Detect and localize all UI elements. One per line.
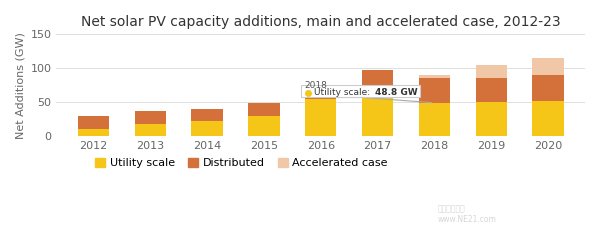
Bar — [419, 78, 450, 103]
Bar — [476, 78, 507, 102]
FancyBboxPatch shape — [301, 85, 420, 97]
Bar — [476, 102, 507, 136]
Bar — [134, 111, 166, 124]
Bar — [305, 99, 337, 136]
Text: 2018: 2018 — [305, 81, 328, 90]
Text: 2018
● Utility scale: 48.8 GW: 2018 ● Utility scale: 48.8 GW — [0, 251, 1, 252]
Bar — [532, 75, 563, 101]
Bar — [78, 116, 109, 129]
Bar — [419, 103, 450, 136]
Bar — [248, 103, 280, 116]
Bar — [191, 121, 223, 136]
Bar — [191, 109, 223, 121]
Bar — [362, 92, 393, 136]
Bar — [532, 58, 563, 75]
Bar — [476, 65, 507, 78]
Title: Net solar PV capacity additions, main and accelerated case, 2012-23: Net solar PV capacity additions, main an… — [81, 15, 560, 29]
Text: 世纪新能源网
www.NE21.com: 世纪新能源网 www.NE21.com — [438, 204, 497, 224]
Bar — [532, 101, 563, 136]
Bar — [134, 124, 166, 136]
Text: 48.8 GW: 48.8 GW — [375, 88, 418, 97]
Bar — [248, 116, 280, 136]
Y-axis label: Net Additions (GW): Net Additions (GW) — [15, 32, 25, 139]
Text: Utility scale:: Utility scale: — [314, 88, 373, 97]
Bar — [362, 70, 393, 92]
Legend: Utility scale, Distributed, Accelerated case: Utility scale, Distributed, Accelerated … — [91, 154, 392, 173]
Bar — [78, 129, 109, 136]
Bar — [305, 85, 337, 99]
Bar — [419, 75, 450, 78]
